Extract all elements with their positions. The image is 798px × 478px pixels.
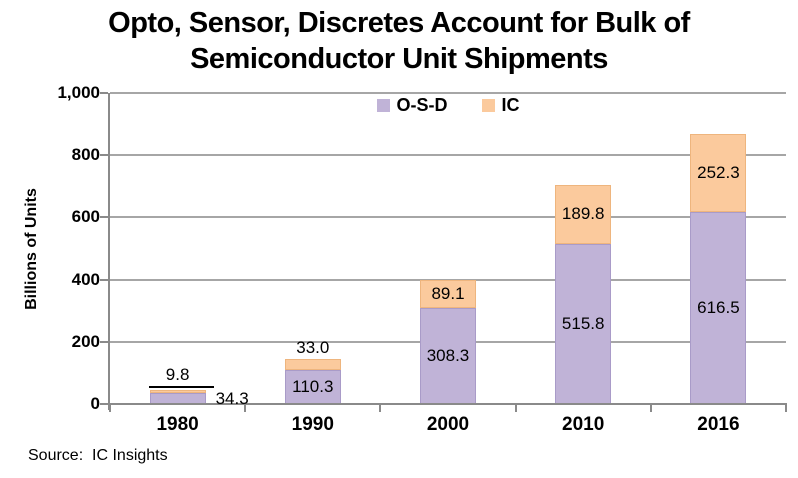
y-axis-tick-800 <box>100 154 108 157</box>
data-label-ic-2016: 252.3 <box>697 163 740 183</box>
x-axis-label-1980: 1980 <box>156 414 199 435</box>
y-axis-tick-200 <box>100 340 108 343</box>
bar-segment-ic-1990 <box>284 359 341 370</box>
y-tick-label-600: 600 <box>71 207 100 227</box>
data-label-ic-1980: 9.8 <box>165 365 190 385</box>
x-axis-tick-3 <box>514 405 517 412</box>
page-title: Opto, Sensor, Discretes Account for Bulk… <box>0 5 798 77</box>
x-axis-tick-5 <box>785 405 787 412</box>
data-label-ic-2000: 89.1 <box>431 284 465 304</box>
x-axis-tick-1 <box>244 405 247 412</box>
legend-item-osd: O-S-D <box>376 94 448 116</box>
legend-swatch-osd <box>376 98 390 112</box>
x-axis-label-1990: 1990 <box>291 414 334 435</box>
data-label-osd-1980: 34.3 <box>215 388 249 408</box>
gridline-600 <box>110 216 786 219</box>
x-axis-tick-2 <box>379 405 382 412</box>
bar-segment-ic-1980 <box>149 390 206 394</box>
data-label-ic-1990: 33.0 <box>296 338 330 358</box>
data-label-osd-1990: 110.3 <box>292 376 334 396</box>
gridline-800 <box>110 154 786 157</box>
y-axis-tick-0 <box>100 403 108 405</box>
chart-legend: O-S-D IC <box>110 95 786 115</box>
title-line-2: Semiconductor Unit Shipments <box>190 43 608 75</box>
data-label-osd-2016: 616.5 <box>697 298 740 318</box>
y-tick-label-200: 200 <box>71 331 100 351</box>
x-axis-label-2016: 2016 <box>697 414 740 435</box>
legend-label-osd: O-S-D <box>396 94 448 115</box>
x-axis-line <box>108 403 787 405</box>
data-label-ic-2010: 189.8 <box>561 204 605 224</box>
legend-label-ic: IC <box>501 94 520 115</box>
x-axis-tick-0 <box>109 405 111 412</box>
leader-line-1980 <box>148 386 214 389</box>
y-axis-title: Billions of Units <box>23 188 40 310</box>
x-axis-tick-4 <box>649 405 652 412</box>
gridline-1000 <box>110 92 786 94</box>
y-tick-label-800: 800 <box>71 145 100 165</box>
y-axis-tick-1000 <box>100 92 108 94</box>
legend-swatch-ic <box>481 98 495 112</box>
bar-segment-osd-2010 <box>555 243 612 404</box>
plot-area: 1980 1990 2000 2010 2016 34.3 9.8 110.3 33.0 308.… <box>100 92 787 435</box>
data-label-osd-2010: 515.8 <box>561 313 605 333</box>
bar-segment-osd-1990 <box>284 369 341 404</box>
y-tick-label-0: 0 <box>90 394 100 413</box>
x-axis-label-2010: 2010 <box>562 414 605 435</box>
y-tick-label-400: 400 <box>71 269 100 289</box>
y-axis-tick-600 <box>100 216 108 219</box>
title-line-1: Opto, Sensor, Discretes Account for Bulk… <box>108 7 690 39</box>
legend-item-ic: IC <box>481 94 520 116</box>
source-note: Source: IC Insights <box>28 447 168 464</box>
bar-segment-ic-2016 <box>690 133 747 213</box>
bar-segment-ic-2010 <box>555 184 612 244</box>
y-axis-tick-400 <box>100 278 108 281</box>
y-tick-label-1000: 1,000 <box>57 83 100 102</box>
bar-segment-osd-2016 <box>690 212 747 404</box>
x-axis-label-2000: 2000 <box>426 414 470 435</box>
gridline-400 <box>110 278 786 281</box>
data-label-osd-2000: 308.3 <box>426 346 470 366</box>
bar-segment-ic-2000 <box>420 280 476 309</box>
y-axis-line <box>108 93 110 410</box>
